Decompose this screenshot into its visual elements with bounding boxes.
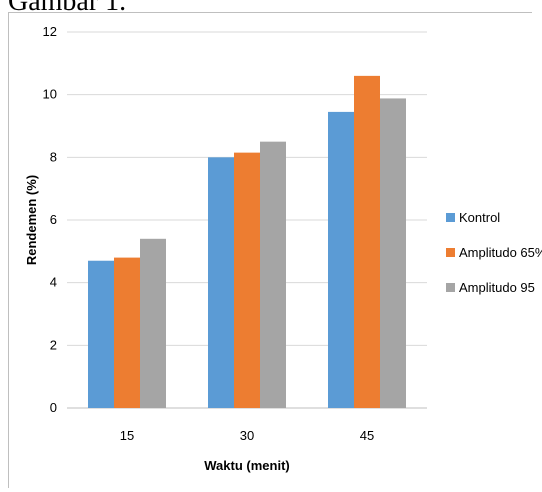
legend-label: Amplitudo 95 bbox=[459, 280, 535, 295]
x-tick-label: 30 bbox=[240, 428, 254, 443]
bar bbox=[234, 152, 260, 408]
chart-frame bbox=[8, 12, 532, 488]
bar bbox=[114, 257, 140, 408]
bar bbox=[354, 75, 380, 408]
legend-label: Amplitudo 65% bbox=[459, 245, 542, 260]
y-axis-title: Rendemen (%) bbox=[24, 175, 39, 265]
bar bbox=[328, 111, 354, 409]
y-tick-label: 0 bbox=[50, 400, 57, 415]
legend-label: Kontrol bbox=[459, 210, 500, 225]
bar bbox=[140, 238, 166, 408]
y-tick-label: 4 bbox=[50, 275, 57, 290]
bar bbox=[380, 98, 406, 408]
y-tick-label: 2 bbox=[50, 337, 57, 352]
bar bbox=[260, 141, 286, 408]
y-tick-label: 12 bbox=[43, 24, 57, 39]
y-tick-label: 6 bbox=[50, 212, 57, 227]
x-tick-label: 15 bbox=[120, 428, 134, 443]
legend-swatch bbox=[446, 283, 455, 292]
bar bbox=[208, 157, 234, 408]
y-tick-label: 10 bbox=[43, 87, 57, 102]
x-tick-label: 45 bbox=[360, 428, 374, 443]
y-tick-label: 8 bbox=[50, 149, 57, 164]
legend-swatch bbox=[446, 248, 455, 257]
bar bbox=[88, 260, 114, 408]
legend-swatch bbox=[446, 213, 455, 222]
x-axis-title: Waktu (menit) bbox=[204, 458, 289, 473]
